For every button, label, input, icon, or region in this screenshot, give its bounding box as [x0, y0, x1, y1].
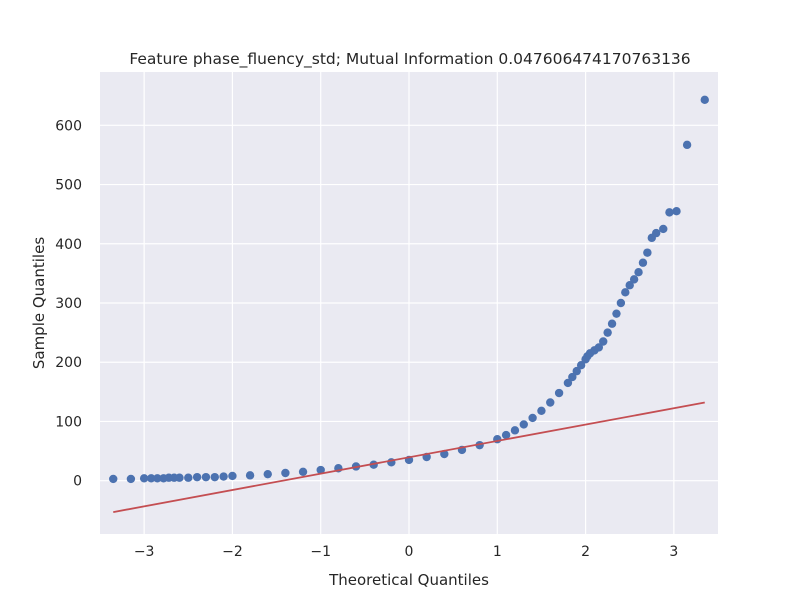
data-point [510, 426, 520, 435]
x-tick-label: −3 [134, 544, 155, 560]
data-point [672, 206, 681, 216]
data-point [537, 406, 546, 415]
data-point [607, 319, 617, 328]
y-tick-label: 0 [73, 474, 82, 490]
data-point [625, 281, 634, 290]
y-tick-label: 500 [55, 178, 82, 194]
data-point [634, 268, 643, 277]
data-point [700, 95, 709, 105]
y-tick-label: 300 [55, 296, 82, 312]
data-point [643, 248, 652, 257]
data-point [554, 388, 564, 398]
y-tick-label: 100 [55, 414, 82, 430]
data-point [563, 378, 573, 388]
data-point [281, 468, 290, 478]
data-points [109, 95, 709, 484]
reference-line [113, 401, 705, 513]
data-point [298, 467, 308, 477]
data-point [147, 474, 156, 483]
data-point [201, 472, 211, 482]
data-point [572, 366, 581, 376]
data-point [594, 343, 604, 352]
data-point [501, 430, 511, 440]
y-tick-label: 400 [55, 237, 82, 253]
y-axis-label: Sample Quantiles [30, 237, 48, 369]
data-point [210, 472, 219, 482]
data-point [139, 474, 149, 483]
data-point [175, 473, 184, 482]
data-point [109, 474, 118, 484]
data-point [228, 471, 237, 481]
x-axis-label: Theoretical Quantiles [328, 571, 489, 589]
grid-lines [100, 72, 718, 534]
data-point [519, 420, 528, 429]
data-point [616, 298, 626, 308]
x-tick-label: 2 [581, 544, 590, 560]
reference-line-group [113, 401, 705, 513]
data-point [659, 224, 668, 234]
data-point [153, 474, 162, 483]
data-point [184, 473, 193, 482]
x-tick-label: 0 [405, 544, 414, 560]
data-point [638, 258, 648, 267]
data-point [603, 328, 612, 337]
x-tick-label: 1 [493, 544, 502, 560]
y-tick-label: 600 [55, 118, 82, 134]
data-point [621, 288, 630, 297]
x-tick-label: −1 [310, 544, 331, 560]
data-point [568, 372, 577, 382]
data-point [316, 465, 325, 475]
y-tick-label: 200 [55, 355, 82, 371]
data-point [528, 413, 537, 423]
data-point [612, 309, 621, 318]
data-point [546, 398, 555, 407]
data-point [599, 337, 608, 346]
data-point [245, 471, 255, 480]
x-tick-labels: −3 −2 −1 0 1 2 3 [134, 544, 678, 560]
x-tick-label: −2 [222, 544, 243, 560]
data-point [192, 472, 202, 482]
data-point [126, 474, 136, 484]
data-point [263, 469, 272, 479]
chart-title: Feature phase_fluency_std; Mutual Inform… [129, 50, 690, 69]
data-point [219, 472, 228, 481]
data-point [652, 228, 661, 238]
y-tick-labels: 0 100 200 300 400 500 600 [55, 118, 82, 489]
x-tick-label: 3 [669, 544, 678, 560]
data-point [682, 140, 692, 150]
data-point [576, 360, 586, 370]
data-point [629, 275, 639, 284]
data-point [665, 208, 674, 217]
